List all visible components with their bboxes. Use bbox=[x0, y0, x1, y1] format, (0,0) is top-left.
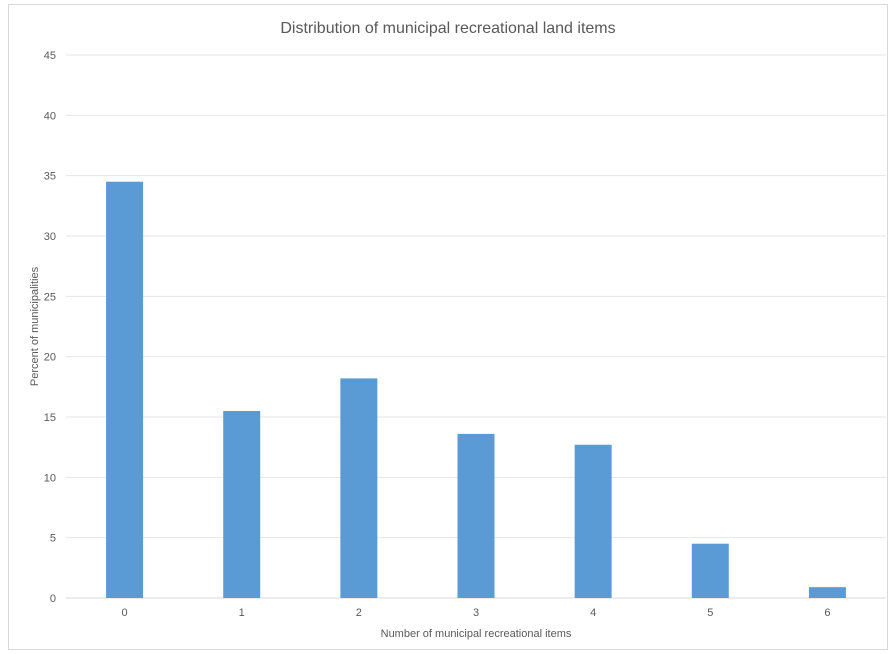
x-tick-label: 0 bbox=[122, 607, 128, 619]
y-tick-labels: 0 5 10 15 20 25 30 35 40 45 bbox=[44, 50, 56, 605]
chart-title: Distribution of municipal recreational l… bbox=[280, 20, 616, 37]
y-tick-label: 30 bbox=[44, 231, 56, 243]
bar bbox=[106, 181, 144, 598]
y-tick-label: 35 bbox=[44, 171, 56, 183]
y-tick-label: 25 bbox=[44, 291, 56, 303]
bar bbox=[340, 378, 378, 598]
bar bbox=[691, 543, 729, 598]
y-tick-label: 10 bbox=[44, 472, 56, 484]
x-tick-label: 5 bbox=[707, 607, 713, 619]
y-axis-title: Percent of municipalities bbox=[29, 266, 41, 386]
x-axis-title: Number of municipal recreational items bbox=[381, 628, 572, 640]
y-tick-label: 5 bbox=[50, 533, 56, 545]
y-tick-label: 40 bbox=[44, 110, 56, 122]
x-tick-label: 2 bbox=[356, 607, 362, 619]
bar bbox=[457, 433, 495, 598]
x-tick-label: 4 bbox=[590, 607, 596, 619]
bar bbox=[808, 587, 846, 598]
x-tick-labels: 0 1 2 3 4 5 6 bbox=[122, 607, 831, 619]
y-tick-label: 20 bbox=[44, 352, 56, 364]
bar bbox=[223, 410, 261, 598]
y-tick-label: 15 bbox=[44, 412, 56, 424]
x-tick-label: 1 bbox=[239, 607, 245, 619]
y-tick-label: 45 bbox=[44, 50, 56, 62]
x-tick-label: 3 bbox=[473, 607, 479, 619]
bar bbox=[574, 444, 612, 598]
y-tick-label: 0 bbox=[50, 593, 56, 605]
x-tick-label: 6 bbox=[824, 607, 830, 619]
bars bbox=[106, 181, 846, 598]
chart-frame bbox=[8, 4, 888, 650]
